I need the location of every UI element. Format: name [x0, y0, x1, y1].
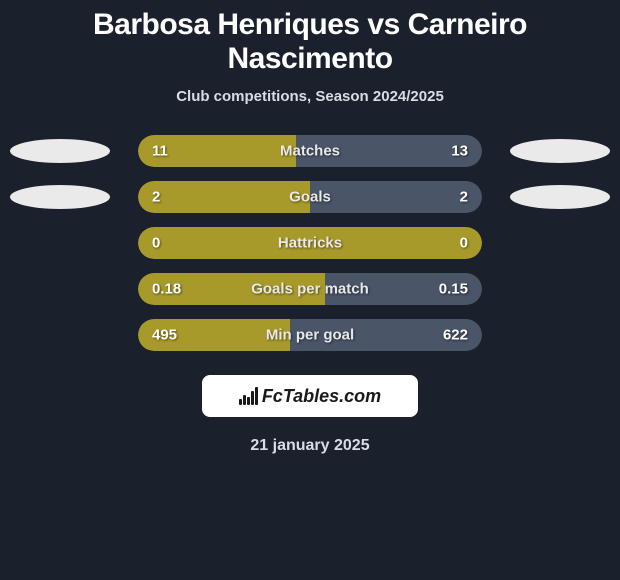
- bar-left-fill: [138, 181, 310, 213]
- stat-label: Goals: [289, 189, 331, 206]
- stat-label: Hattricks: [278, 235, 342, 252]
- subtitle: Club competitions, Season 2024/2025: [0, 88, 620, 105]
- stat-bar: 2 Goals 2: [138, 181, 482, 213]
- player-left-logo-placeholder: [10, 139, 110, 163]
- stat-value-left: 2: [152, 189, 160, 206]
- page-title: Barbosa Henriques vs Carneiro Nascimento: [0, 0, 620, 80]
- stat-value-left: 495: [152, 327, 177, 344]
- stat-row-goals-per-match: 0.18 Goals per match 0.15: [8, 273, 612, 305]
- stat-value-right: 622: [443, 327, 468, 344]
- stat-value-left: 0.18: [152, 281, 181, 298]
- branding-text: FcTables.com: [262, 386, 381, 407]
- stat-row-goals: 2 Goals 2: [8, 181, 612, 213]
- stats-area: 11 Matches 13 2 Goals 2 0 Hatt: [0, 135, 620, 351]
- stat-row-min-per-goal: 495 Min per goal 622: [8, 319, 612, 351]
- stat-value-right: 2: [460, 189, 468, 206]
- stat-label: Goals per match: [251, 281, 369, 298]
- date-label: 21 january 2025: [0, 437, 620, 455]
- stat-bar: 495 Min per goal 622: [138, 319, 482, 351]
- player-left-logo-placeholder: [10, 185, 110, 209]
- stat-label: Min per goal: [266, 327, 354, 344]
- stat-value-left: 0: [152, 235, 160, 252]
- player-right-logo-placeholder: [510, 139, 610, 163]
- comparison-infographic: Barbosa Henriques vs Carneiro Nascimento…: [0, 0, 620, 455]
- stat-row-hattricks: 0 Hattricks 0: [8, 227, 612, 259]
- stat-value-right: 0: [460, 235, 468, 252]
- branding-badge: FcTables.com: [202, 375, 418, 417]
- stat-bar: 11 Matches 13: [138, 135, 482, 167]
- bar-right-fill: [310, 181, 482, 213]
- branding-chart-icon: [239, 387, 258, 405]
- stat-value-right: 0.15: [439, 281, 468, 298]
- player-right-logo-placeholder: [510, 185, 610, 209]
- stat-bar: 0.18 Goals per match 0.15: [138, 273, 482, 305]
- stat-label: Matches: [280, 143, 340, 160]
- stat-row-matches: 11 Matches 13: [8, 135, 612, 167]
- stat-value-right: 13: [451, 143, 468, 160]
- stat-bar: 0 Hattricks 0: [138, 227, 482, 259]
- stat-value-left: 11: [152, 143, 168, 160]
